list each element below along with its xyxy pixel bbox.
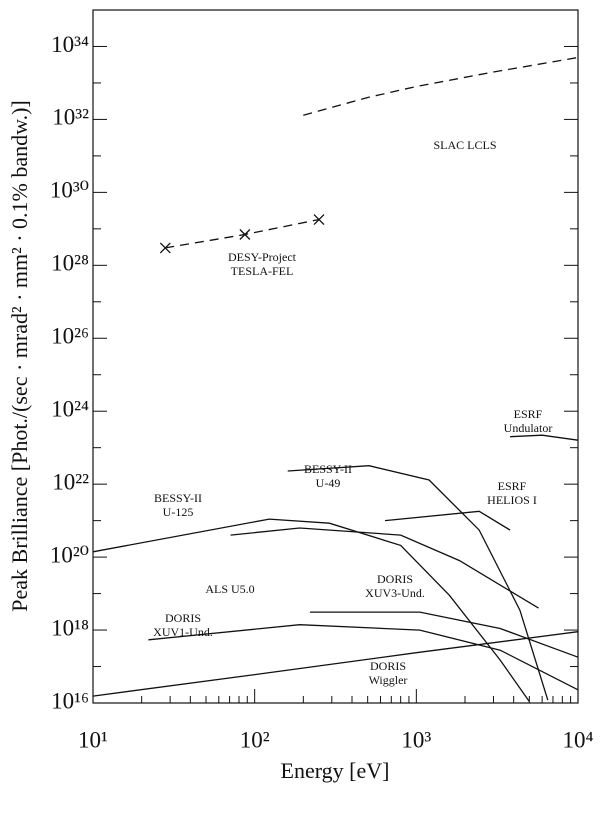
series-label: ESRF <box>498 479 527 493</box>
y-tick-label: 10²⁸ <box>51 251 89 276</box>
series-label: ALS U5.0 <box>205 582 254 596</box>
series-label: DESY-Project <box>228 250 297 264</box>
series-line <box>303 56 579 116</box>
series-line <box>510 434 579 441</box>
series-label: Undulator <box>504 421 553 435</box>
y-tick-label: 10²⁶ <box>51 324 89 349</box>
series-label: BESSY-II <box>154 491 202 505</box>
series-label: U-125 <box>163 505 194 519</box>
series-label: U-49 <box>316 476 341 490</box>
y-tick-label: 10³⁴ <box>51 32 89 57</box>
series-label: XUV3-Und. <box>365 586 425 600</box>
series-line <box>165 218 320 249</box>
series-label: TESLA-FEL <box>231 264 294 278</box>
series-line <box>92 518 530 702</box>
series-line <box>148 624 579 691</box>
series-label: HELIOS I <box>487 493 537 507</box>
point-marker <box>313 214 325 225</box>
y-tick-label: 10²⁰ <box>50 542 89 567</box>
x-axis-label: Energy [eV] <box>281 758 390 783</box>
series-line <box>287 465 549 701</box>
x-tick-label: 10³ <box>401 727 431 752</box>
series-line <box>230 527 539 609</box>
series-label: DORIS <box>377 572 413 586</box>
x-tick-label: 10¹ <box>78 727 108 752</box>
y-tick-label: 10³⁰ <box>50 178 89 203</box>
point-marker <box>159 242 171 254</box>
y-tick-label: 10²⁴ <box>51 396 89 421</box>
point-marker <box>239 229 251 240</box>
plot-frame <box>92 9 579 704</box>
x-tick-label: 10² <box>240 727 270 752</box>
series-label: DORIS <box>370 659 406 673</box>
series-label: BESSY-II <box>304 462 352 476</box>
x-tick-label: 10⁴ <box>562 727 593 752</box>
y-tick-label: 10²² <box>52 469 89 494</box>
y-tick-label: 10³² <box>52 105 89 130</box>
series-line <box>310 611 579 658</box>
y-tick-label: 10¹⁸ <box>51 615 89 640</box>
y-tick-label: 10¹⁶ <box>51 688 89 713</box>
series-label: XUV1-Und. <box>153 625 213 639</box>
y-axis-label: Peak Brilliance [Phot./(sec · mrad² · mm… <box>7 100 32 612</box>
series-label: ESRF <box>514 407 543 421</box>
series-line <box>384 510 511 531</box>
series-line <box>92 631 579 697</box>
series-label: SLAC LCLS <box>433 138 496 152</box>
series-label: Wiggler <box>369 673 408 687</box>
series-label: DORIS <box>165 611 201 625</box>
